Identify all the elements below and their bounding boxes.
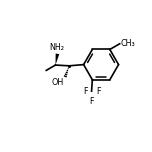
Polygon shape — [55, 54, 59, 65]
Text: NH₂: NH₂ — [49, 43, 64, 52]
Text: F: F — [96, 87, 100, 96]
Text: F: F — [83, 87, 87, 96]
Text: OH: OH — [52, 78, 64, 87]
Text: CH₃: CH₃ — [120, 39, 135, 48]
Text: F: F — [89, 97, 94, 106]
